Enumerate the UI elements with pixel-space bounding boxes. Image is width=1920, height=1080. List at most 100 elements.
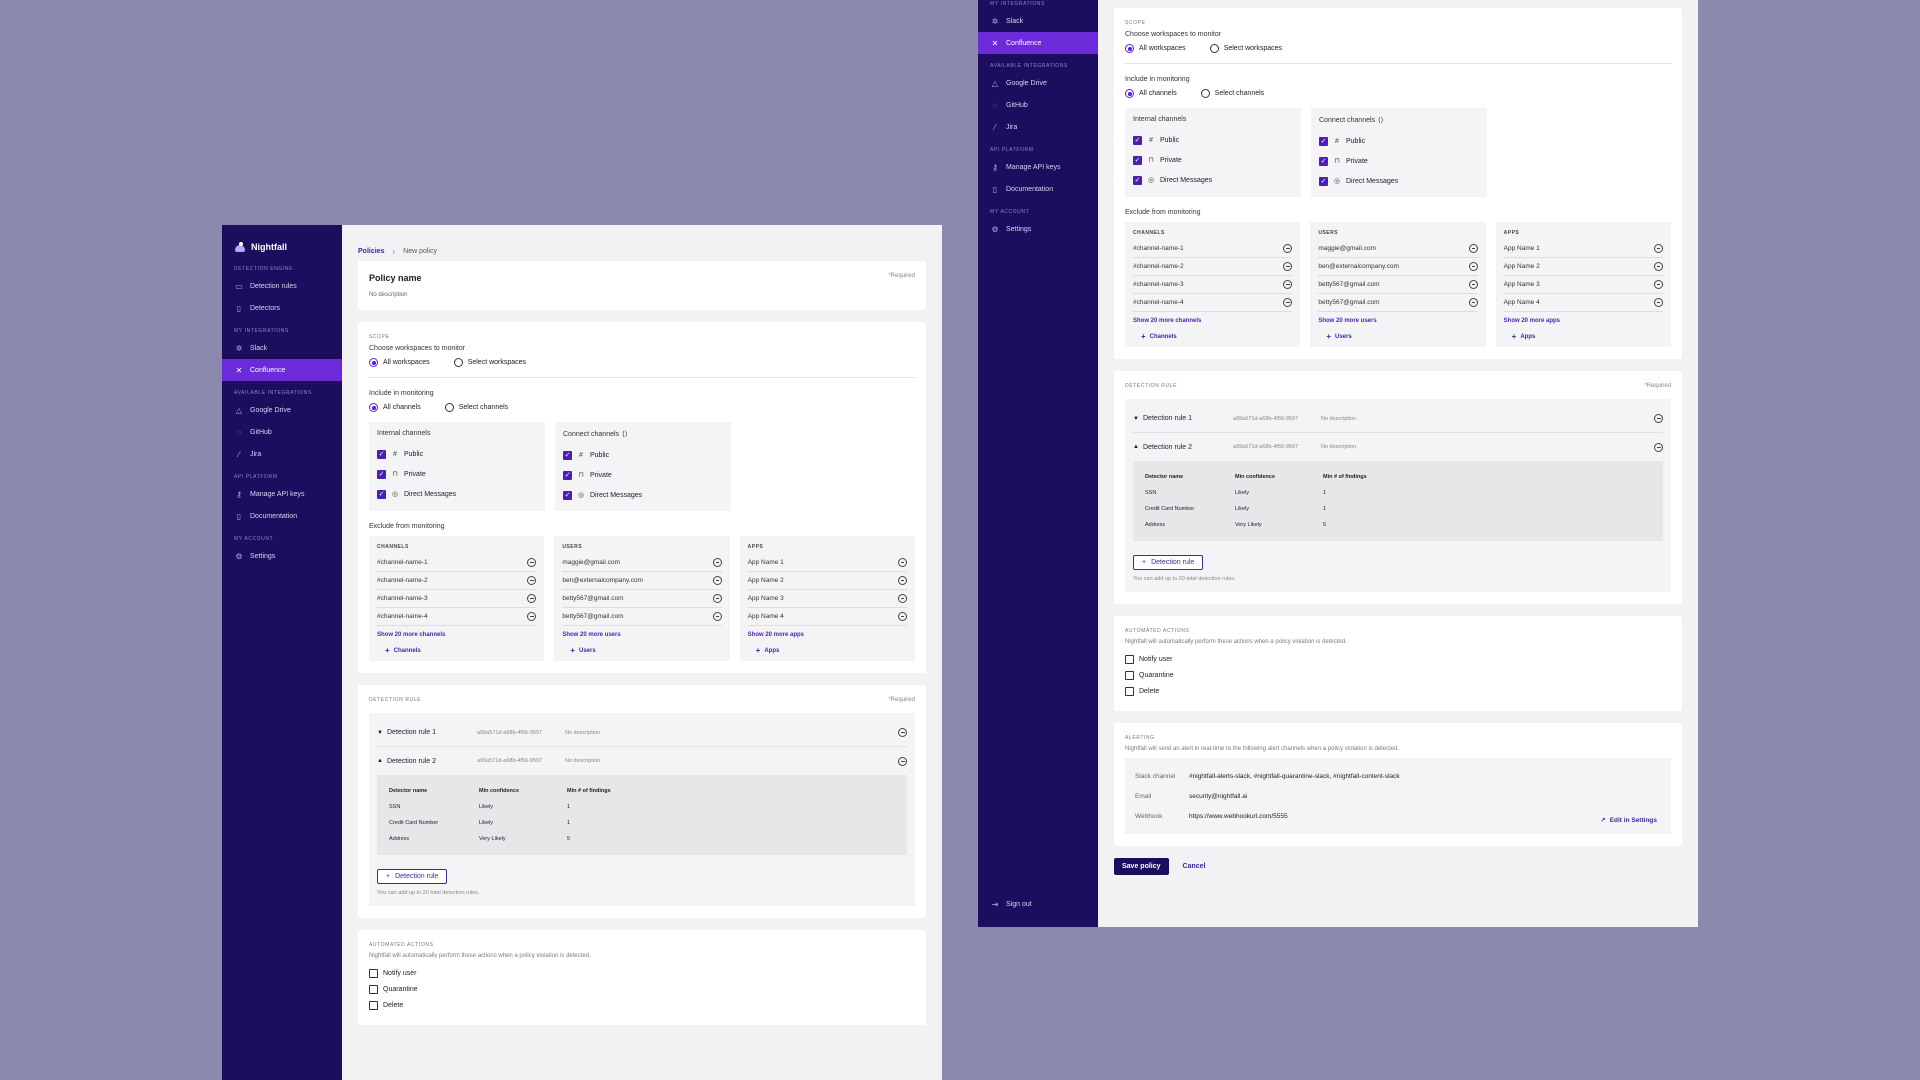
sidebar-item-detection-rules[interactable]: ▭ Detection rules — [222, 275, 342, 297]
checkbox-public[interactable]: ✓ # Public — [563, 445, 723, 465]
radio-all-channels[interactable]: All channels — [369, 403, 421, 412]
add-apps-button[interactable]: + Apps — [756, 646, 907, 655]
remove-icon[interactable] — [1468, 280, 1478, 289]
radio-all-channels[interactable]: All channels — [1125, 89, 1177, 98]
checkbox-quarantine[interactable]: Quarantine — [1125, 667, 1671, 683]
add-users-button[interactable]: + Users — [1326, 332, 1477, 341]
detection-rule-row[interactable]: ▼ Detection rule 1 a99a571d-a68b-4f56-95… — [377, 719, 907, 747]
sign-out-button[interactable]: ⇥ Sign out — [978, 893, 1032, 915]
show-more-users-link[interactable]: Show 20 more users — [562, 632, 621, 638]
sidebar-item-google-drive[interactable]: △ Google Drive — [978, 72, 1098, 94]
sidebar-item-slack[interactable]: ✲ Slack — [978, 10, 1098, 32]
sidebar-item-confluence[interactable]: ✕ Confluence — [978, 32, 1098, 54]
sidebar-item-documentation[interactable]: ▯ Documentation — [978, 178, 1098, 200]
edit-in-settings-link[interactable]: ↗ Edit in Settings — [1600, 816, 1657, 825]
remove-rule-icon[interactable] — [898, 728, 907, 737]
sidebar-item-manage-api-keys[interactable]: ⚷ Manage API keys — [978, 156, 1098, 178]
sidebar-item-jira[interactable]: ⁄ Jira — [978, 116, 1098, 138]
add-users-button[interactable]: + Users — [570, 646, 721, 655]
detection-rule-row[interactable]: ▲ Detection rule 2 a99a571d-a68b-4f56-95… — [1133, 433, 1663, 461]
remove-icon[interactable] — [897, 576, 907, 585]
remove-icon[interactable] — [897, 558, 907, 567]
checkbox-public[interactable]: ✓ # Public — [1133, 130, 1293, 150]
checkbox-direct-messages[interactable]: ✓ ◎ Direct Messages — [1133, 170, 1293, 190]
sidebar-item-github[interactable]: ◌ GitHub — [222, 421, 342, 443]
remove-icon[interactable] — [1653, 298, 1663, 307]
remove-rule-icon[interactable] — [1654, 414, 1663, 423]
remove-icon[interactable] — [897, 594, 907, 603]
remove-icon[interactable] — [1468, 298, 1478, 307]
remove-icon[interactable] — [1283, 244, 1293, 253]
checkbox-notify-user[interactable]: Notify user — [1125, 651, 1671, 667]
remove-icon[interactable] — [1468, 262, 1478, 271]
remove-icon[interactable] — [1468, 244, 1478, 253]
show-more-users-link[interactable]: Show 20 more users — [1318, 318, 1377, 324]
remove-icon[interactable] — [712, 576, 722, 585]
sidebar-item-documentation[interactable]: ▯ Documentation — [222, 505, 342, 527]
checkbox-direct-messages[interactable]: ✓ ◎ Direct Messages — [1319, 171, 1479, 191]
add-channels-button[interactable]: + Channels — [385, 646, 536, 655]
sidebar-item-jira[interactable]: ⁄ Jira — [222, 443, 342, 465]
remove-icon[interactable] — [1653, 262, 1663, 271]
show-more-apps-link[interactable]: Show 20 more apps — [747, 632, 805, 638]
remove-icon[interactable] — [527, 594, 537, 603]
remove-icon[interactable] — [1653, 244, 1663, 253]
checkbox-private[interactable]: ✓ ⊓ Private — [563, 465, 723, 485]
remove-icon[interactable] — [527, 558, 537, 567]
checkbox-delete[interactable]: Delete — [369, 997, 915, 1013]
sidebar-item-settings[interactable]: ⚙ Settings — [222, 545, 342, 567]
remove-icon[interactable] — [1283, 262, 1293, 271]
checkbox-private[interactable]: ✓ ⊓ Private — [1319, 151, 1479, 171]
remove-icon[interactable] — [527, 612, 537, 621]
remove-icon[interactable] — [897, 612, 907, 621]
breadcrumb-policies-link[interactable]: Policies — [358, 247, 385, 255]
save-policy-button[interactable]: Save policy — [1114, 858, 1169, 875]
slack-icon: ✲ — [991, 16, 999, 26]
sidebar-item-detectors[interactable]: ▯ Detectors — [222, 297, 342, 319]
sidebar-item-google-drive[interactable]: △ Google Drive — [222, 399, 342, 421]
checkbox-private[interactable]: ✓ ⊓ Private — [1133, 150, 1293, 170]
remove-icon[interactable] — [712, 558, 722, 567]
remove-rule-icon[interactable] — [1654, 442, 1663, 452]
show-more-channels-link[interactable]: Show 20 more channels — [1133, 318, 1202, 324]
add-detection-rule-button[interactable]: + Detection rule — [377, 869, 448, 884]
remove-rule-icon[interactable] — [898, 756, 907, 766]
add-channels-button[interactable]: + Channels — [1141, 332, 1292, 341]
sidebar-item-settings[interactable]: ⚙ Settings — [978, 218, 1098, 240]
brand[interactable]: Nightfall — [234, 237, 342, 257]
checkbox-quarantine[interactable]: Quarantine — [369, 981, 915, 997]
remove-icon[interactable] — [1653, 280, 1663, 289]
checkbox-direct-messages[interactable]: ✓ ◎ Direct Messages — [377, 484, 537, 504]
detection-rule-row[interactable]: ▼ Detection rule 1 a99a571d-a68b-4f56-95… — [1133, 405, 1663, 433]
radio-select-channels[interactable]: Select channels — [444, 403, 508, 412]
checkbox-delete[interactable]: Delete — [1125, 683, 1671, 699]
sidebar-item-github[interactable]: ◌ GitHub — [978, 94, 1098, 116]
detection-rule-row[interactable]: ▲ Detection rule 2 a99a571d-a68b-4f56-95… — [377, 747, 907, 775]
radio-select-workspaces[interactable]: Select workspaces — [453, 358, 526, 367]
remove-icon[interactable] — [527, 576, 537, 585]
checkbox-direct-messages[interactable]: ✓ ◎ Direct Messages — [563, 485, 723, 505]
radio-all-workspaces[interactable]: All workspaces — [1125, 44, 1186, 53]
add-detection-rule-button[interactable]: + Detection rule — [1133, 555, 1204, 570]
sidebar-item-confluence[interactable]: ✕ Confluence — [222, 359, 342, 381]
radio-select-channels[interactable]: Select channels — [1200, 89, 1264, 98]
radio-select-workspaces[interactable]: Select workspaces — [1209, 44, 1282, 53]
checkbox-public[interactable]: ✓ # Public — [377, 444, 537, 464]
cancel-button[interactable]: Cancel — [1182, 863, 1206, 870]
add-apps-button[interactable]: + Apps — [1512, 332, 1663, 341]
checkbox-private[interactable]: ✓ ⊓ Private — [377, 464, 537, 484]
sidebar-item-slack[interactable]: ✲ Slack — [222, 337, 342, 359]
checkbox-notify-user[interactable]: Notify user — [369, 965, 915, 981]
policy-name-input[interactable]: Policy name — [369, 273, 422, 283]
checkbox-public[interactable]: ✓ # Public — [1319, 131, 1479, 151]
radio-all-workspaces[interactable]: All workspaces — [369, 358, 430, 367]
remove-icon[interactable] — [1283, 298, 1293, 307]
remove-icon[interactable] — [1283, 280, 1293, 289]
sidebar-item-manage-api-keys[interactable]: ⚷ Manage API keys — [222, 483, 342, 505]
show-more-apps-link[interactable]: Show 20 more apps — [1503, 318, 1561, 324]
policy-description-input[interactable]: No description — [369, 292, 408, 298]
remove-icon[interactable] — [712, 594, 722, 603]
remove-icon[interactable] — [712, 612, 722, 621]
show-more-channels-link[interactable]: Show 20 more channels — [377, 632, 446, 638]
item-label: #channel-name-1 — [377, 559, 428, 566]
